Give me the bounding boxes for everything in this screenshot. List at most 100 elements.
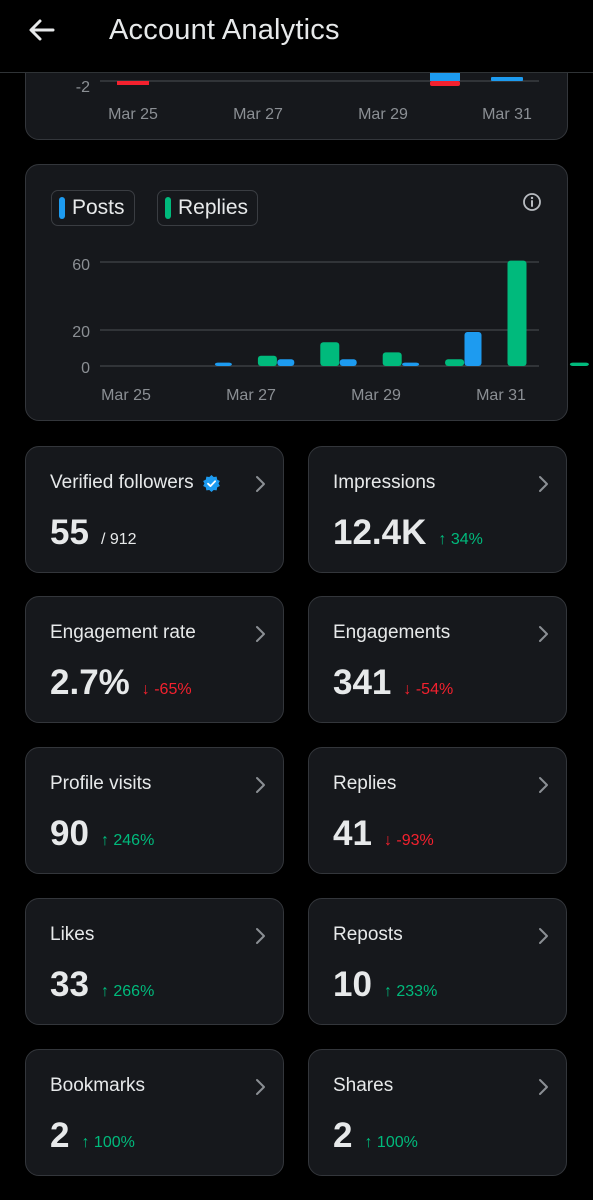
metric-value: 2.7% <box>50 663 130 702</box>
legend-swatch-posts <box>59 197 65 219</box>
x-tick-label: Mar 27 <box>233 106 283 123</box>
metric-label-text: Bookmarks <box>50 1075 146 1096</box>
bar-replies-mar-27 <box>320 342 340 366</box>
legend-replies[interactable]: Replies <box>157 190 259 226</box>
metric-change: ↓ -65% <box>141 681 192 698</box>
metric-label-text: Reposts <box>333 924 403 945</box>
metric-card[interactable]: Engagements 341 ↓ -54% <box>308 596 567 723</box>
metric-label-text: Profile visits <box>50 773 152 794</box>
metric-label-text: Replies <box>333 773 397 794</box>
metric-label: Profile visits <box>50 773 151 795</box>
bar-replies-mar-30 <box>507 260 527 366</box>
metric-change: ↑ 34% <box>438 531 483 548</box>
bar-replies-mar-31 <box>569 362 589 366</box>
chevron-right-icon <box>256 928 265 944</box>
metric-card[interactable]: Shares 2 ↑ 100% <box>308 1049 567 1176</box>
chevron-right-icon <box>539 777 548 793</box>
y-tick-label: 0 <box>81 360 90 377</box>
legend-posts[interactable]: Posts <box>51 190 135 226</box>
chevron-right-icon <box>539 626 548 642</box>
metric-change: ↓ -93% <box>383 832 434 849</box>
metric-change: ↑ 233% <box>383 983 438 1000</box>
metric-label-text: Impressions <box>333 472 436 493</box>
metric-change: ↑ 246% <box>100 832 155 849</box>
metric-value-row: 2 ↑ 100% <box>50 1116 135 1156</box>
net-follower-chart: -2 Mar 25 Mar 27 Mar 29 Mar 31 <box>76 72 539 123</box>
metric-card[interactable]: Engagement rate 2.7% ↓ -65% <box>25 596 284 723</box>
metric-label: Impressions <box>333 472 435 494</box>
chart-bar-positive <box>491 77 523 81</box>
metric-value: 41 <box>333 814 372 853</box>
metric-value-row: 10 ↑ 233% <box>333 965 437 1005</box>
metric-label-text: Shares <box>333 1075 394 1096</box>
legend-label-replies: Replies <box>178 196 249 219</box>
metric-label: Verified followers <box>50 472 221 494</box>
metric-card[interactable]: Profile visits 90 ↑ 246% <box>25 747 284 874</box>
chevron-right-icon <box>539 928 548 944</box>
metric-card[interactable]: Bookmarks 2 ↑ 100% <box>25 1049 284 1176</box>
x-tick-label: Mar 25 <box>108 106 158 123</box>
back-arrow-icon[interactable] <box>26 14 58 46</box>
metric-value: 55 <box>50 513 89 552</box>
metric-change: ↓ -54% <box>403 681 454 698</box>
metric-value: 90 <box>50 814 89 853</box>
bar-replies-mar-26 <box>257 355 277 366</box>
metric-value: 33 <box>50 965 89 1004</box>
metric-value-row: 2.7% ↓ -65% <box>50 663 192 703</box>
chart-bar-positive <box>430 72 460 81</box>
x-tick-label: Mar 29 <box>358 106 408 123</box>
metric-total: / 912 <box>100 531 137 548</box>
bar-posts-mar-29 <box>402 362 420 366</box>
chevron-right-icon <box>539 476 548 492</box>
chevron-right-icon <box>256 626 265 642</box>
metric-value-row: 90 ↑ 246% <box>50 814 154 854</box>
metric-card[interactable]: Likes 33 ↑ 266% <box>25 898 284 1025</box>
bar-posts-mar-28 <box>339 359 357 366</box>
posts-replies-chart: 60 20 0 Mar 25 Mar 27 Mar 29 Mar 31 <box>72 257 589 404</box>
metric-value-row: 12.4K ↑ 34% <box>333 513 483 553</box>
bar-posts-mar-26 <box>214 362 232 366</box>
legend-swatch-replies <box>165 197 171 219</box>
x-tick-label: Mar 31 <box>482 106 532 123</box>
bar-replies-mar-28 <box>382 352 402 366</box>
metric-card[interactable]: Replies 41 ↓ -93% <box>308 747 567 874</box>
app-header: Account Analytics <box>0 0 593 73</box>
y-tick-label: 20 <box>72 324 90 341</box>
y-tick-label: 60 <box>72 257 90 274</box>
metric-value-row: 341 ↓ -54% <box>333 663 453 703</box>
metric-value: 2 <box>333 1116 353 1155</box>
metric-label: Likes <box>50 924 94 946</box>
metric-label: Reposts <box>333 924 403 946</box>
metric-card[interactable]: Reposts 10 ↑ 233% <box>308 898 567 1025</box>
metric-value: 12.4K <box>333 513 427 552</box>
info-icon[interactable] <box>521 191 543 213</box>
metric-card[interactable]: Impressions 12.4K ↑ 34% <box>308 446 567 573</box>
metric-change: ↑ 266% <box>100 983 155 1000</box>
metric-label: Replies <box>333 773 396 795</box>
y-tick-label: -2 <box>76 79 90 96</box>
metric-change: ↑ 100% <box>81 1134 135 1151</box>
chevron-right-icon <box>256 1079 265 1095</box>
metric-label: Bookmarks <box>50 1075 145 1097</box>
metric-value-row: 33 ↑ 266% <box>50 965 154 1005</box>
metric-label: Shares <box>333 1075 393 1097</box>
metric-value-row: 55 / 912 <box>50 513 137 553</box>
metric-card[interactable]: Verified followers 55 / 912 <box>25 446 284 573</box>
metric-value: 10 <box>333 965 372 1004</box>
verified-badge-icon <box>202 474 220 492</box>
x-tick-label: Mar 25 <box>101 387 151 404</box>
metric-label: Engagement rate <box>50 622 196 644</box>
metric-label-text: Engagements <box>333 622 451 643</box>
page-title: Account Analytics <box>109 14 340 46</box>
metric-value-row: 2 ↑ 100% <box>333 1116 418 1156</box>
x-tick-label: Mar 29 <box>351 387 401 404</box>
metric-value-row: 41 ↓ -93% <box>333 814 434 854</box>
chart-bar-negative <box>117 81 149 85</box>
chart-bar-negative <box>430 81 460 86</box>
chevron-right-icon <box>256 476 265 492</box>
chevron-right-icon <box>256 777 265 793</box>
metric-value: 341 <box>333 663 392 702</box>
bar-posts-mar-27 <box>277 359 295 366</box>
metric-label-text: Verified followers <box>50 472 194 493</box>
metric-change: ↑ 100% <box>364 1134 418 1151</box>
